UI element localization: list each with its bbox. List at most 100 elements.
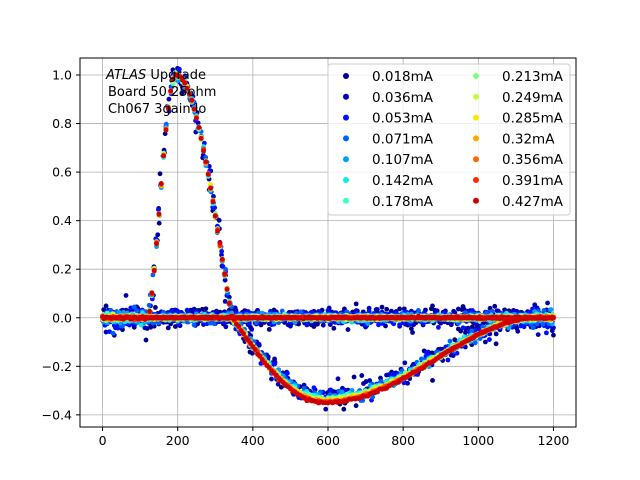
data-point: [383, 323, 388, 329]
data-point: [156, 207, 161, 213]
data-point: [379, 304, 385, 310]
data-point: [301, 385, 307, 391]
data-point: [156, 220, 162, 226]
data-point: [256, 342, 262, 348]
data-point: [191, 322, 197, 328]
data-point: [142, 325, 148, 331]
data-point: [494, 308, 500, 314]
data-point: [325, 308, 331, 313]
data-point: [223, 324, 229, 330]
data-point: [384, 306, 390, 312]
data-point: [353, 403, 359, 409]
data-point: [367, 378, 373, 383]
data-point: [138, 322, 144, 328]
data-point: [405, 380, 410, 386]
data-point: [172, 324, 178, 329]
data-point: [521, 324, 527, 330]
data-point: [258, 361, 264, 366]
data-point: [384, 372, 389, 378]
data-point: [166, 96, 172, 102]
data-point: [390, 371, 396, 377]
data-point: [429, 350, 435, 356]
data-point: [416, 308, 421, 313]
data-point: [123, 293, 129, 298]
data-point: [430, 303, 435, 309]
data-point: [452, 337, 458, 343]
data-point: [482, 339, 488, 345]
data-point: [222, 299, 228, 304]
data-point: [374, 307, 380, 312]
data-point: [304, 322, 310, 328]
data-point: [311, 385, 317, 391]
data-point: [212, 205, 218, 211]
data-point: [150, 272, 156, 278]
data-point: [401, 306, 407, 312]
data-point: [450, 353, 456, 358]
data-point: [470, 324, 475, 330]
data-point: [156, 320, 162, 326]
data-point: [492, 303, 498, 309]
data-point: [430, 378, 435, 383]
data-point: [534, 321, 540, 327]
data-point: [489, 308, 495, 314]
data-point: [223, 267, 229, 272]
data-point: [177, 66, 182, 72]
data-point: [203, 306, 209, 312]
plot-area: 0 200 400 600 800 1000 1200−0.4−0.20.00.20.40.…: [42, 57, 577, 448]
data-point: [460, 325, 466, 331]
data-point: [331, 325, 337, 331]
data-point: [266, 327, 272, 332]
data-point: [353, 301, 359, 307]
data-point: [410, 330, 415, 335]
data-point: [211, 194, 216, 199]
data-point: [469, 328, 475, 334]
data-point: [515, 328, 521, 334]
data-point: [535, 332, 541, 338]
data-point: [472, 340, 478, 346]
data-point: [402, 360, 408, 366]
data-point: [103, 303, 109, 309]
data-point: [250, 350, 255, 356]
data-point: [361, 381, 366, 386]
data-point: [397, 306, 403, 312]
data-point: [298, 309, 304, 315]
data-point: [545, 300, 550, 306]
data-point: [424, 350, 430, 355]
data-point: [211, 321, 217, 327]
data-point: [541, 308, 547, 313]
data-point: [435, 324, 441, 330]
data-point: [458, 328, 464, 334]
data-point: [341, 406, 347, 412]
data-point: [146, 302, 152, 308]
data-point: [115, 325, 121, 331]
data-point: [463, 330, 468, 336]
data-point: [544, 330, 549, 336]
data-point: [272, 361, 278, 367]
data-point: [493, 341, 499, 347]
data-point: [351, 374, 357, 380]
data-point: [328, 387, 333, 393]
data-point: [127, 322, 132, 328]
data-point: [249, 326, 255, 332]
data-point: [327, 322, 333, 328]
data-point: [219, 248, 225, 254]
data-point: [366, 308, 372, 314]
data-point: [184, 307, 190, 313]
data-point: [447, 338, 453, 344]
data-point: [269, 376, 274, 382]
data-point: [370, 394, 376, 400]
data-point: [157, 171, 163, 177]
data-point: [320, 322, 326, 328]
data-point: [345, 327, 351, 332]
data-point: [335, 376, 341, 382]
data-point: [275, 381, 281, 387]
data-point: [203, 154, 209, 160]
data-point: [143, 337, 149, 343]
data-point: [530, 325, 536, 331]
data-point: [131, 304, 137, 310]
data-point: [152, 305, 158, 310]
data-points: [100, 65, 556, 412]
data-point: [165, 325, 171, 331]
data-point: [222, 277, 228, 283]
